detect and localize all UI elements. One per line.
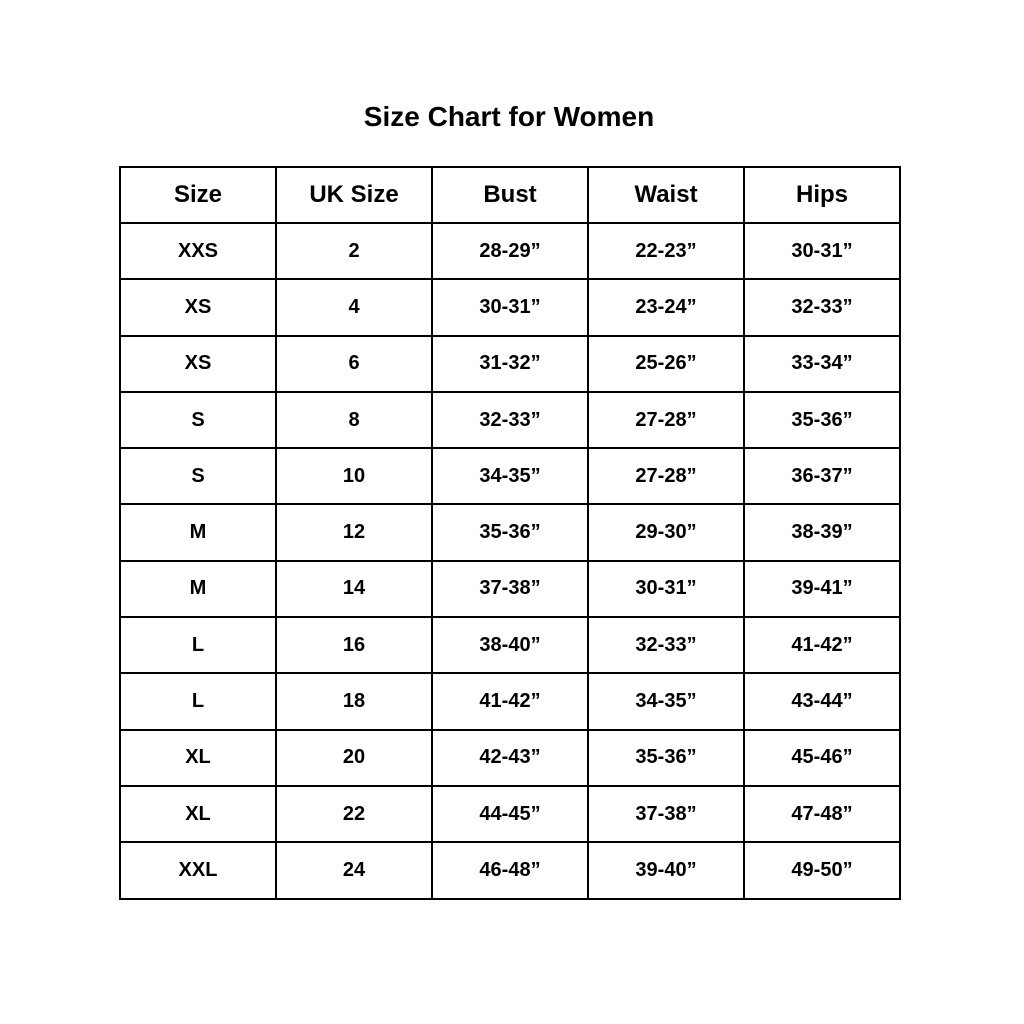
table-row: XXL 24 46-48” 39-40” 49-50” xyxy=(119,841,901,900)
table-cell: XL xyxy=(119,784,277,844)
size-chart-table: Size UK Size Bust Waist Hips XXS 2 28-29” 22-23… xyxy=(119,166,901,900)
table-cell: 30-31” xyxy=(587,559,745,619)
table-cell: 44-45” xyxy=(431,784,589,844)
table-row: XS 4 30-31” 23-24” 32-33” xyxy=(119,278,901,337)
table-cell: 35-36” xyxy=(743,390,901,450)
table-cell: 25-26” xyxy=(587,334,745,393)
table-cell: 39-40” xyxy=(587,841,745,900)
table-cell: L xyxy=(119,672,277,731)
table-cell: 47-48” xyxy=(743,784,901,844)
table-cell: 30-31” xyxy=(743,221,901,281)
table-cell: 42-43” xyxy=(431,728,589,787)
table-cell: S xyxy=(119,390,277,450)
table-cell: 32-33” xyxy=(587,616,745,675)
table-row: L 18 41-42” 34-35” 43-44” xyxy=(119,672,901,731)
table-cell: 6 xyxy=(275,334,433,393)
table-cell: XXL xyxy=(119,841,277,900)
table-cell: 36-37” xyxy=(743,447,901,506)
table-cell: 45-46” xyxy=(743,728,901,787)
table-cell: L xyxy=(119,616,277,675)
table-cell: 2 xyxy=(275,221,433,281)
column-header: UK Size xyxy=(275,166,433,224)
table-cell: XXS xyxy=(119,221,277,281)
table-header-row: Size UK Size Bust Waist Hips xyxy=(119,166,901,224)
table-cell: 39-41” xyxy=(743,559,901,619)
table-cell: XS xyxy=(119,334,277,393)
table-cell: 14 xyxy=(275,559,433,619)
table-cell: 38-39” xyxy=(743,503,901,562)
table-cell: 12 xyxy=(275,503,433,562)
table-cell: M xyxy=(119,503,277,562)
table-row: S 8 32-33” 27-28” 35-36” xyxy=(119,390,901,450)
table-cell: 28-29” xyxy=(431,221,589,281)
table-cell: XL xyxy=(119,728,277,787)
table-cell: XS xyxy=(119,278,277,337)
table-row: M 12 35-36” 29-30” 38-39” xyxy=(119,503,901,562)
table-row: L 16 38-40” 32-33” 41-42” xyxy=(119,616,901,675)
column-header: Waist xyxy=(587,166,745,224)
table-cell: 38-40” xyxy=(431,616,589,675)
table-row: XXS 2 28-29” 22-23” 30-31” xyxy=(119,221,901,281)
table-cell: 43-44” xyxy=(743,672,901,731)
table-row: M 14 37-38” 30-31” 39-41” xyxy=(119,559,901,619)
table-cell: 34-35” xyxy=(587,672,745,731)
table-cell: 33-34” xyxy=(743,334,901,393)
table-row: XS 6 31-32” 25-26” 33-34” xyxy=(119,334,901,393)
table-cell: 37-38” xyxy=(431,559,589,619)
table-cell: 37-38” xyxy=(587,784,745,844)
table-cell: 24 xyxy=(275,841,433,900)
table-cell: 31-32” xyxy=(431,334,589,393)
table-cell: 10 xyxy=(275,447,433,506)
page-title: Size Chart for Women xyxy=(363,101,655,132)
table-row: XL 20 42-43” 35-36” 45-46” xyxy=(119,728,901,787)
table-cell: 8 xyxy=(275,390,433,450)
table-cell: 4 xyxy=(275,278,433,337)
table-cell: 41-42” xyxy=(743,616,901,675)
table-cell: 35-36” xyxy=(431,503,589,562)
column-header: Size xyxy=(119,166,277,224)
table-cell: 34-35” xyxy=(431,447,589,506)
table-cell: 23-24” xyxy=(587,278,745,337)
table-cell: 18 xyxy=(275,672,433,731)
column-header: Hips xyxy=(743,166,901,224)
table-cell: 22-23” xyxy=(587,221,745,281)
table-cell: 35-36” xyxy=(587,728,745,787)
table-cell: 16 xyxy=(275,616,433,675)
table-cell: 30-31” xyxy=(431,278,589,337)
table-cell: S xyxy=(119,447,277,506)
table-row: XL 22 44-45” 37-38” 47-48” xyxy=(119,784,901,844)
table-cell: 20 xyxy=(275,728,433,787)
table-cell: M xyxy=(119,559,277,619)
table-cell: 41-42” xyxy=(431,672,589,731)
table-cell: 22 xyxy=(275,784,433,844)
table-cell: 46-48” xyxy=(431,841,589,900)
table-row: S 10 34-35” 27-28” 36-37” xyxy=(119,447,901,506)
table-cell: 32-33” xyxy=(743,278,901,337)
table-cell: 27-28” xyxy=(587,390,745,450)
table-cell: 32-33” xyxy=(431,390,589,450)
table-cell: 49-50” xyxy=(743,841,901,900)
table-cell: 29-30” xyxy=(587,503,745,562)
column-header: Bust xyxy=(431,166,589,224)
table-cell: 27-28” xyxy=(587,447,745,506)
